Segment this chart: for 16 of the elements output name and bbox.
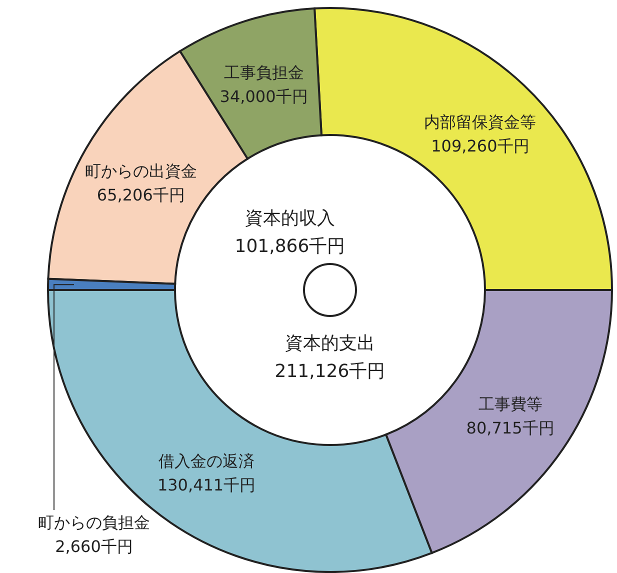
text: 101,866千円: [234, 235, 346, 259]
text: 資本的支出: [284, 332, 376, 356]
data-label: 34,000千円: [220, 86, 308, 106]
slice-label: 工事費等: [478, 394, 542, 414]
text: 資本的収入: [244, 207, 336, 231]
slice-label: 町からの負担金: [38, 513, 150, 532]
data-label: 65,206千円: [96, 186, 185, 205]
slice-label: 借入金の返済: [158, 451, 255, 470]
slice-label: 内部留保資金等: [424, 112, 536, 132]
slice-label: 町からの出資金: [84, 162, 197, 181]
text: 211,126千円: [274, 360, 386, 384]
data-label: 130,411千円: [157, 475, 256, 494]
slice-label: 工事負担金: [224, 62, 304, 82]
data-label: 109,260千円: [431, 136, 530, 156]
data-label: 80,715千円: [466, 418, 554, 438]
data-label: 2,660千円: [55, 537, 133, 556]
